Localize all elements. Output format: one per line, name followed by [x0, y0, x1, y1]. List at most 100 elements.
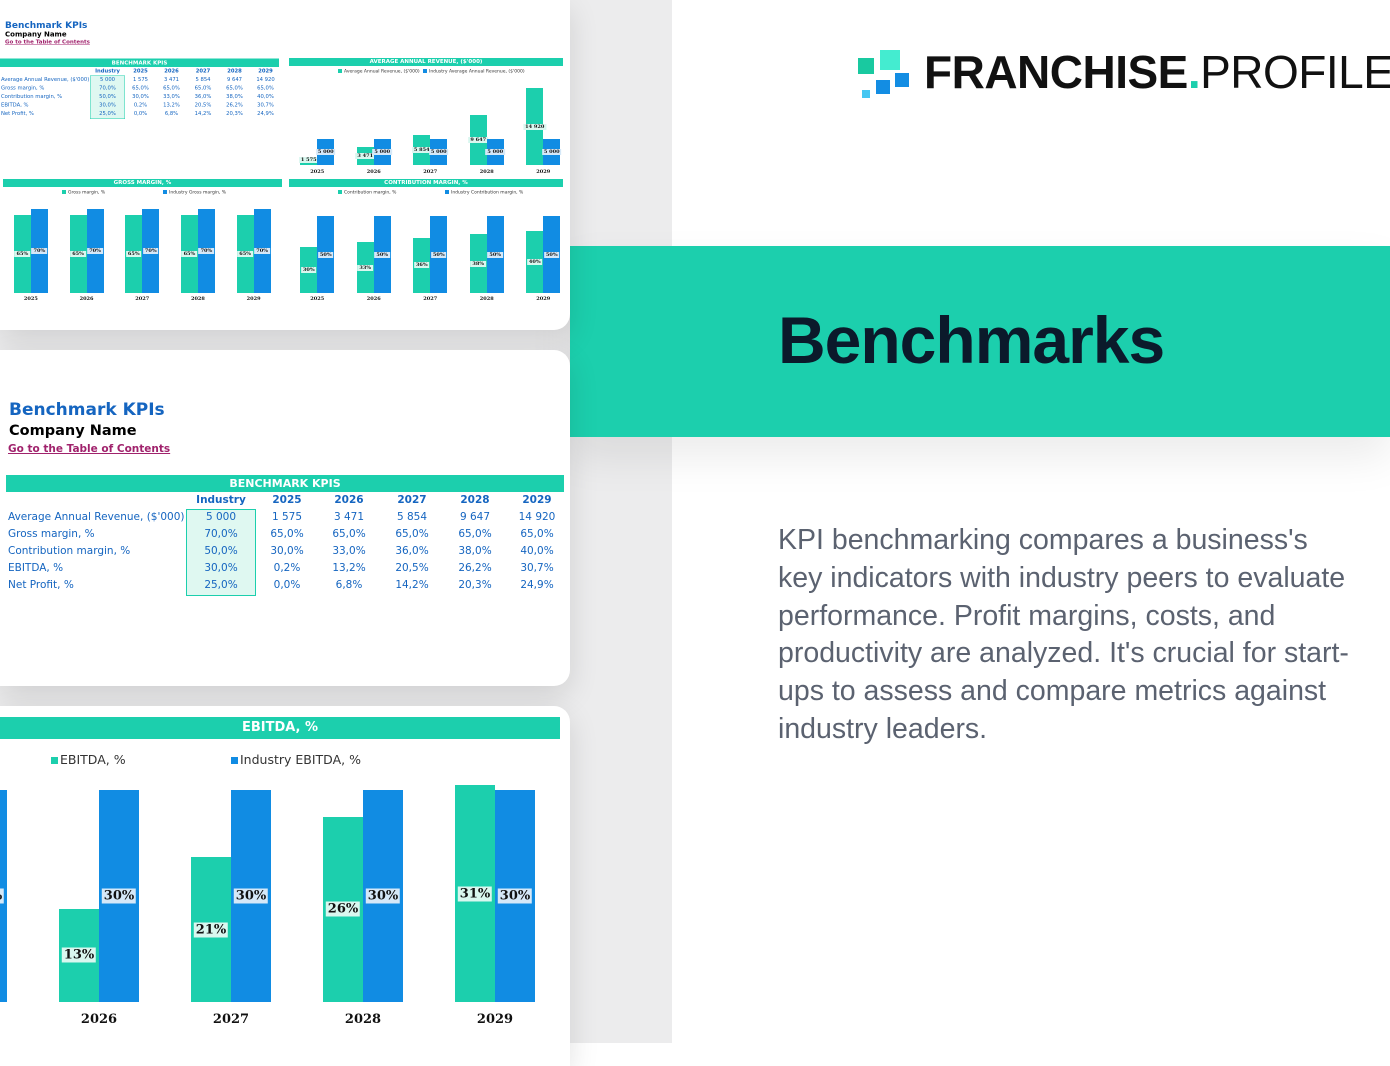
table-cell: 65,0% — [332, 528, 366, 540]
table-cell: 65,0% — [132, 85, 149, 91]
contribution-margin-chart: CONTRIBUTION MARGIN, % Contribution margi… — [289, 179, 563, 304]
category-label: 2025 — [310, 296, 325, 302]
bar-value-label: 13% — [61, 947, 97, 963]
category-label: 2025 — [310, 169, 325, 175]
table-title: BENCHMARK KPIS — [6, 475, 564, 492]
bar-value-label: 30% — [365, 888, 401, 904]
table-cell: 65,0% — [458, 528, 492, 540]
legend-label: Industry Average Annual Revenue, ($'000) — [429, 69, 525, 75]
legend-swatch-icon — [163, 190, 167, 194]
category-label: 2029 — [536, 169, 551, 175]
bar-value-label: 50% — [487, 251, 504, 258]
legend-item: EBITDA, % — [51, 752, 126, 767]
table-cell: 30,0% — [204, 562, 238, 574]
bar-value-label: 21% — [193, 922, 229, 938]
table-cell: 50,0% — [99, 93, 116, 100]
toc-link[interactable]: Go to the Table of Contents — [5, 38, 90, 46]
benchmark-table-mini: BENCHMARK KPIS Industry 2025 2026 2027 2028 20… — [0, 58, 279, 119]
toc-link[interactable]: Go to the Table of Contents — [8, 443, 171, 455]
bar-value-label: 50% — [317, 251, 334, 258]
table-cell: 33,0% — [163, 93, 180, 100]
bar-value-label: 9 647 — [468, 137, 489, 144]
bar-value-label: 30% — [497, 888, 533, 904]
ebitda-chart: EBITDA, %EBITDA, %Industry EBITDA, %0%30… — [0, 717, 560, 1047]
row-label: EBITDA, % — [1, 102, 29, 108]
row-label: Gross margin, % — [1, 85, 45, 91]
logo-square-icon — [858, 58, 874, 74]
revenue-chart: AVERAGE ANNUAL REVENUE, ($'000) Average A… — [289, 58, 563, 178]
company-name: Company Name — [5, 30, 67, 39]
category-label: 2028 — [190, 296, 205, 302]
bar-value-label: 26% — [325, 901, 361, 917]
table-cell: 26,2% — [458, 562, 492, 574]
bar-value-label: 3 471 — [355, 153, 376, 160]
row-label: Gross margin, % — [8, 528, 95, 540]
column-header: Industry — [196, 494, 246, 506]
table-cell: 30,7% — [257, 102, 274, 108]
overview-sheet-card: Benchmark KPIs Company Name Go to the Ta… — [0, 0, 570, 330]
table-cell: 5 000 — [205, 511, 237, 523]
benchmark-table: BENCHMARK KPIS Industry 2025 2026 2027 2028 20… — [6, 475, 564, 596]
bar-value-label: 70% — [87, 248, 103, 254]
legend-swatch-icon — [338, 69, 342, 73]
table-row: Average Annual Revenue, ($'000) 5 000 1 57… — [6, 509, 564, 526]
table-cell: 38,0% — [226, 93, 243, 100]
table-cell: 30,7% — [520, 562, 554, 574]
column-header: Industry — [95, 68, 120, 74]
bar-value-label: 30% — [0, 888, 5, 904]
table-cell: 20,5% — [395, 562, 429, 574]
table-cell: 65,0% — [257, 85, 274, 91]
logo-square-icon — [895, 73, 909, 87]
bar-value-label: 50% — [430, 251, 447, 258]
category-label: 2027 — [423, 169, 438, 175]
table-cell: 36,0% — [194, 93, 212, 100]
bar-value-label: 5 854 — [411, 146, 432, 153]
table-cell: 20,3% — [458, 579, 492, 591]
bar-value-label: 70% — [198, 248, 215, 254]
legend-swatch-icon — [338, 190, 342, 194]
bar-value-label: 70% — [142, 248, 159, 254]
table-cell: 5 000 — [99, 76, 116, 83]
legend-item: Industry Average Annual Revenue, ($'000) — [423, 69, 525, 75]
table-cell: 65,0% — [194, 85, 212, 91]
bar-value-label: 30% — [300, 266, 317, 273]
table-cell: 30,0% — [99, 102, 116, 108]
table-row: Contribution margin, % 50,0% 30,0% 33,0% 36,… — [0, 93, 279, 102]
legend-label: Contribution margin, % — [344, 190, 397, 196]
chart-title: GROSS MARGIN, % — [3, 179, 282, 187]
chart-title: EBITDA, % — [0, 717, 560, 739]
column-header: 2028 — [460, 494, 490, 506]
column-header: 2025 — [133, 68, 148, 74]
category-label: 2029 — [536, 296, 551, 302]
table-cell: 6,8% — [164, 110, 179, 117]
page-title: Benchmarks — [778, 303, 1165, 377]
category-label: 2027 — [135, 296, 150, 302]
row-label: Average Annual Revenue, ($'000) — [8, 511, 185, 523]
table-cell: 5 854 — [396, 511, 428, 523]
table-row: EBITDA, % 30,0% 0,2% 13,2% 20,5% 26,2% 30,7% — [6, 560, 564, 577]
bar-value-label: 65% — [181, 251, 198, 257]
table-cell: 14,2% — [395, 579, 429, 591]
column-header: 2029 — [258, 68, 273, 74]
chart-title: CONTRIBUTION MARGIN, % — [289, 179, 563, 187]
company-name: Company Name — [9, 423, 137, 439]
table-row: Net Profit, % 25,0% 0,0% 6,8% 14,2% 20,3% 24,9… — [6, 577, 564, 594]
industry-column-highlight — [90, 75, 125, 119]
category-label: 2026 — [366, 296, 381, 302]
brand-light: PROFILES — [1200, 46, 1390, 98]
bar-value-label: 65% — [70, 251, 86, 257]
bar-value-label: 31% — [457, 886, 493, 902]
bar-value-label: 1 575 — [298, 157, 319, 163]
table-cell: 9 647 — [226, 76, 243, 83]
table-cell: 0,0% — [133, 110, 148, 117]
bar-value-label: 50% — [543, 251, 560, 258]
kpi-sheet-card: Benchmark KPIs Company Name Go to the Ta… — [0, 350, 570, 686]
table-cell: 70,0% — [204, 528, 238, 540]
category-label: 2026 — [80, 1012, 118, 1027]
bar-value-label: 30% — [101, 888, 137, 904]
category-label: 2026 — [79, 296, 94, 302]
category-label: 2029 — [476, 1012, 514, 1027]
table-cell: 9 647 — [459, 511, 491, 523]
table-cell: 14,2% — [194, 110, 212, 117]
legend-item: Contribution margin, % — [338, 190, 396, 196]
